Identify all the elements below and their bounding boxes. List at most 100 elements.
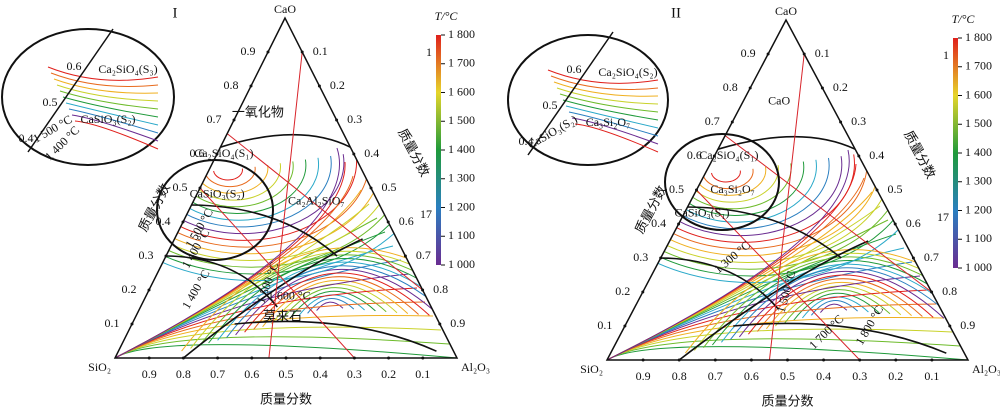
tick-mark xyxy=(858,358,862,362)
colorbar-label: 1 300 xyxy=(448,171,475,185)
tick-label: 0.5 xyxy=(382,180,397,194)
phase-boundary xyxy=(234,320,437,352)
tick-mark xyxy=(911,256,915,260)
tie-line xyxy=(768,53,805,360)
tick-mark xyxy=(786,358,789,362)
tick-mark xyxy=(130,322,134,326)
tick-label: 0.6 xyxy=(244,367,259,381)
tie-line xyxy=(724,135,932,293)
tick-mark xyxy=(147,288,151,292)
inset-ellipse xyxy=(507,34,669,166)
isotherm xyxy=(766,281,912,330)
tick-label: 0.2 xyxy=(615,284,630,298)
tick-mark xyxy=(403,254,407,258)
inset-tick-label: 0.5 xyxy=(543,98,558,112)
colorbar-label: 1 300 xyxy=(965,174,992,188)
phase-label: Ca₂SiO₄(S₁) xyxy=(699,148,758,162)
tick-mark xyxy=(641,358,645,362)
temperature-label: 1 400 °C xyxy=(179,227,213,271)
tick-mark xyxy=(300,50,304,54)
ternary-panel: 0.1 0.1 0.1 0.2 0.2 0.2 0.3 0.3 0.3 0.4 0.4 0.4 0.5 0… xyxy=(507,4,1000,410)
isotherm xyxy=(235,268,441,336)
tick-mark xyxy=(317,84,321,88)
isotherm xyxy=(607,143,932,284)
temperature-label: 1 300 °C xyxy=(711,238,753,276)
tick-mark xyxy=(875,188,879,192)
inset-label: CaSiO₃(S₂) xyxy=(80,112,135,126)
tick-label: 0.9 xyxy=(142,367,157,381)
tick-label: 0.9 xyxy=(741,46,756,60)
tick-mark xyxy=(713,358,717,362)
colorbar-label: 1 400 xyxy=(965,145,992,159)
tick-label: 0.5 xyxy=(780,369,795,383)
tick-mark xyxy=(164,254,168,258)
temperature-label: 1 700 °C xyxy=(806,312,846,352)
isotherm xyxy=(748,274,934,335)
tick-label: 0.1 xyxy=(415,367,430,381)
inset-tick-label: 0.6 xyxy=(67,59,82,73)
colorbar-label: 1 500 xyxy=(448,113,475,127)
isotherm xyxy=(115,336,450,358)
isotherm xyxy=(253,276,419,330)
colorbar xyxy=(953,38,958,268)
tick-label: 0.5 xyxy=(173,180,188,194)
temperature-label: 1 400 °C xyxy=(179,267,213,311)
inset-tick-label: 0.6 xyxy=(567,62,582,76)
isotherm xyxy=(181,247,457,352)
inset-label: Ca₃Si₂O₇ xyxy=(586,115,631,129)
inset-curve xyxy=(68,108,159,134)
zoom-ellipse xyxy=(664,133,780,231)
vertex-label: CaO xyxy=(274,2,296,16)
tick-mark xyxy=(748,86,752,90)
isotherm xyxy=(262,279,409,328)
isotherm xyxy=(811,300,858,316)
phase-boundary xyxy=(182,238,363,358)
tick-mark xyxy=(857,154,861,158)
tick-mark xyxy=(335,118,339,122)
phase-label: Ca₂Al₂SiO₇ xyxy=(288,193,345,207)
phase-boundary xyxy=(660,257,779,310)
tick-label: 0.5 xyxy=(669,182,684,196)
axis-label: 质量分数 xyxy=(260,393,312,408)
isotherm xyxy=(607,303,937,360)
tick-mark xyxy=(438,322,442,326)
tick-mark xyxy=(266,50,270,54)
axis-label: 质量分数 xyxy=(761,395,813,410)
tick-mark xyxy=(250,356,254,360)
tick-label: 0.5 xyxy=(279,367,294,381)
tie-line xyxy=(199,187,355,358)
inset-curve xyxy=(547,69,659,84)
isotherm xyxy=(607,346,968,360)
inset-curve xyxy=(553,81,659,97)
tick-label: 0.1 xyxy=(105,316,120,330)
inset-curve xyxy=(565,105,659,129)
tick-mark xyxy=(695,188,698,192)
tick-mark xyxy=(820,86,824,90)
tick-label: 0.3 xyxy=(139,248,154,262)
isotherm xyxy=(607,149,850,360)
tick-label: 0.7 xyxy=(924,250,939,264)
tick-mark xyxy=(802,52,806,56)
colorbar-extra: 1 xyxy=(426,45,432,59)
isotherm xyxy=(213,168,243,181)
tick-mark xyxy=(198,186,202,190)
tick-label: 0.4 xyxy=(869,148,884,162)
isotherm xyxy=(820,303,848,313)
tick-mark xyxy=(930,290,934,294)
zoom-ellipse xyxy=(156,159,274,261)
colorbar xyxy=(436,35,441,265)
tick-label: 0.6 xyxy=(906,216,921,230)
inset-tick-label: 0.5 xyxy=(43,95,58,109)
phase-boundary xyxy=(733,322,947,354)
phase-label: 一氧化物 xyxy=(232,106,284,121)
isotherm xyxy=(730,267,956,340)
tick-label: 0.3 xyxy=(347,112,362,126)
tick-label: 0.9 xyxy=(450,316,465,330)
vertex-label: CaO xyxy=(775,4,797,18)
tick-label: 0.4 xyxy=(651,216,666,230)
tick-mark xyxy=(387,356,391,360)
phase-label: CaO xyxy=(768,93,790,107)
tick-label: 0.8 xyxy=(672,369,687,383)
tick-mark xyxy=(948,324,952,328)
